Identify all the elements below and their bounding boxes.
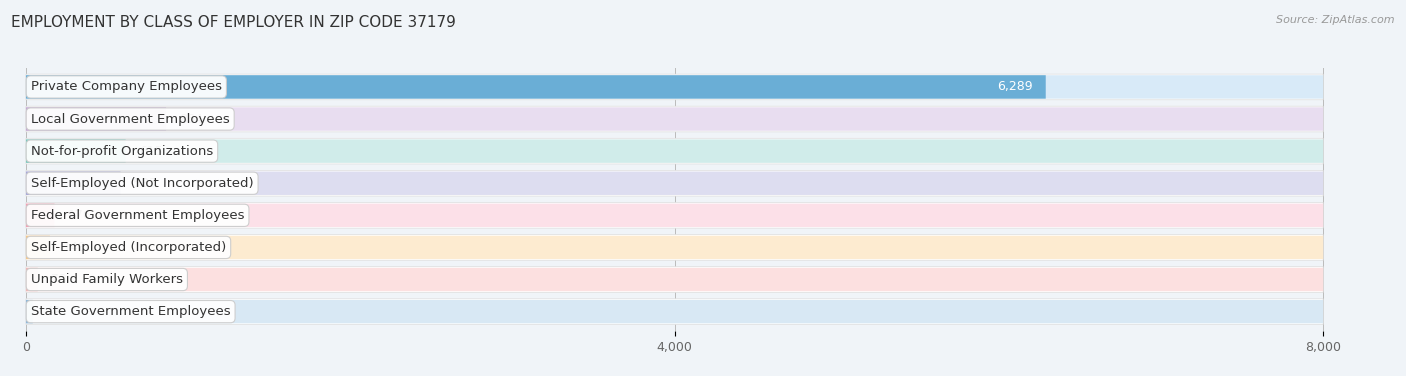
FancyBboxPatch shape xyxy=(25,267,1323,293)
Text: Self-Employed (Not Incorporated): Self-Employed (Not Incorporated) xyxy=(31,177,253,190)
FancyBboxPatch shape xyxy=(25,235,1323,260)
FancyBboxPatch shape xyxy=(25,268,38,291)
FancyBboxPatch shape xyxy=(25,171,1323,195)
Text: EMPLOYMENT BY CLASS OF EMPLOYER IN ZIP CODE 37179: EMPLOYMENT BY CLASS OF EMPLOYER IN ZIP C… xyxy=(11,15,456,30)
Text: 42: 42 xyxy=(46,305,62,318)
Text: Unpaid Family Workers: Unpaid Family Workers xyxy=(31,273,183,286)
FancyBboxPatch shape xyxy=(25,138,1323,164)
FancyBboxPatch shape xyxy=(25,236,1323,259)
FancyBboxPatch shape xyxy=(25,236,51,259)
Text: Private Company Employees: Private Company Employees xyxy=(31,80,222,94)
FancyBboxPatch shape xyxy=(25,299,1323,324)
FancyBboxPatch shape xyxy=(25,107,166,131)
Text: Self-Employed (Incorporated): Self-Employed (Incorporated) xyxy=(31,241,226,254)
Text: 615: 615 xyxy=(139,145,163,158)
Text: 176: 176 xyxy=(67,209,91,222)
FancyBboxPatch shape xyxy=(25,139,1323,163)
Text: 148: 148 xyxy=(63,241,87,254)
FancyBboxPatch shape xyxy=(25,106,1323,132)
FancyBboxPatch shape xyxy=(25,204,1323,227)
Text: 864: 864 xyxy=(179,112,202,126)
FancyBboxPatch shape xyxy=(25,171,121,195)
FancyBboxPatch shape xyxy=(25,74,1323,100)
FancyBboxPatch shape xyxy=(25,300,32,323)
FancyBboxPatch shape xyxy=(25,170,1323,196)
Text: 6,289: 6,289 xyxy=(997,80,1033,94)
FancyBboxPatch shape xyxy=(25,139,125,163)
Text: Source: ZipAtlas.com: Source: ZipAtlas.com xyxy=(1277,15,1395,25)
FancyBboxPatch shape xyxy=(25,204,55,227)
FancyBboxPatch shape xyxy=(25,75,1046,99)
FancyBboxPatch shape xyxy=(25,75,1323,99)
Text: 583: 583 xyxy=(134,177,157,190)
Text: State Government Employees: State Government Employees xyxy=(31,305,231,318)
Text: 73: 73 xyxy=(51,273,66,286)
FancyBboxPatch shape xyxy=(25,203,1323,228)
FancyBboxPatch shape xyxy=(25,107,1323,131)
Text: Not-for-profit Organizations: Not-for-profit Organizations xyxy=(31,145,214,158)
Text: Local Government Employees: Local Government Employees xyxy=(31,112,229,126)
FancyBboxPatch shape xyxy=(25,300,1323,323)
FancyBboxPatch shape xyxy=(25,268,1323,291)
Text: Federal Government Employees: Federal Government Employees xyxy=(31,209,245,222)
